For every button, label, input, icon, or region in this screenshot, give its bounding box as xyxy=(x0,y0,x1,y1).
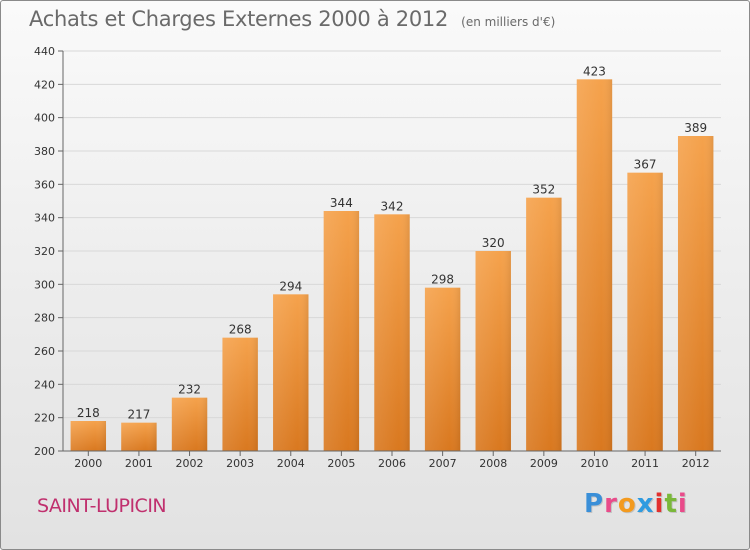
y-tick-label: 320 xyxy=(34,245,55,258)
value-label: 217 xyxy=(127,408,150,422)
chart-title: Achats et Charges Externes 2000 à 2012 xyxy=(29,7,449,31)
value-label: 320 xyxy=(482,236,505,250)
y-tick-label: 220 xyxy=(34,412,55,425)
value-label: 294 xyxy=(279,279,302,293)
bar-shade-2000 xyxy=(70,421,107,451)
value-label: 342 xyxy=(381,199,404,213)
chart-subtitle: (en milliers d'€) xyxy=(461,15,556,29)
bar-shade-2006 xyxy=(374,214,410,451)
x-tick-label: 2012 xyxy=(682,457,710,470)
value-label: 367 xyxy=(634,158,657,172)
x-tick-label: 2002 xyxy=(176,457,204,470)
x-tick-label: 2008 xyxy=(479,457,507,470)
logo-letter: o xyxy=(617,489,637,519)
y-tick-label: 300 xyxy=(34,278,55,291)
logo-letter: x xyxy=(636,489,655,519)
axes: 200 220 240 260 280 300 320 340 360 380 400 420 440 2… xyxy=(34,45,721,470)
x-tick-label: 2001 xyxy=(125,457,153,470)
x-tick-label: 2010 xyxy=(580,457,608,470)
bars: 218 217 232 268 294 344 342 298 320 352 423 367 389 xyxy=(70,64,714,451)
value-label: 218 xyxy=(77,406,100,420)
y-tick-label: 260 xyxy=(34,345,55,358)
logo-letter: P xyxy=(584,489,605,519)
x-tick-label: 2003 xyxy=(226,457,254,470)
bar-shade-2001 xyxy=(121,422,157,451)
logo-letter: i xyxy=(677,489,688,519)
x-tick-label: 2007 xyxy=(429,457,457,470)
value-label: 298 xyxy=(431,273,454,287)
x-tick-label: 2005 xyxy=(327,457,355,470)
y-tick-label: 440 xyxy=(34,45,55,58)
y-tick-label: 360 xyxy=(34,178,55,191)
x-tick-label: 2009 xyxy=(530,457,558,470)
x-tick-label: 2004 xyxy=(277,457,305,470)
y-tick-label: 340 xyxy=(34,212,55,225)
y-tick-label: 400 xyxy=(34,112,55,125)
value-label: 389 xyxy=(684,121,707,135)
bar-shade-2010 xyxy=(576,79,613,451)
value-label: 268 xyxy=(229,323,252,337)
bar-shade-2004 xyxy=(273,294,309,451)
value-label: 423 xyxy=(583,64,606,78)
proxiti-logo[interactable]: Proxiti xyxy=(584,489,688,519)
bar-shade-2011 xyxy=(627,172,663,451)
logo-letter: i xyxy=(654,489,665,519)
bar-shade-2005 xyxy=(323,211,360,451)
bar-shade-2009 xyxy=(526,197,562,451)
x-tick-label: 2000 xyxy=(74,457,102,470)
commune-name: SAINT-LUPICIN xyxy=(37,495,167,517)
y-tick-label: 200 xyxy=(34,445,55,458)
bar-shade-2012 xyxy=(677,136,714,451)
value-label: 352 xyxy=(532,183,555,197)
title-row: Achats et Charges Externes 2000 à 2012 (… xyxy=(29,7,555,31)
bar-shade-2002 xyxy=(171,397,208,451)
x-tick-label: 2006 xyxy=(378,457,406,470)
logo-letter: r xyxy=(604,489,618,519)
x-tick-label: 2011 xyxy=(631,457,659,470)
logo-letter: t xyxy=(664,489,678,519)
y-tick-label: 420 xyxy=(34,78,55,91)
value-label: 232 xyxy=(178,383,201,397)
y-tick-label: 280 xyxy=(34,312,55,325)
y-tick-label: 380 xyxy=(34,145,55,158)
y-tick-label: 240 xyxy=(34,378,55,391)
bar-shade-2007 xyxy=(424,287,461,451)
bar-shade-2003 xyxy=(222,337,258,451)
bar-shade-2008 xyxy=(475,251,511,451)
value-label: 344 xyxy=(330,196,353,210)
